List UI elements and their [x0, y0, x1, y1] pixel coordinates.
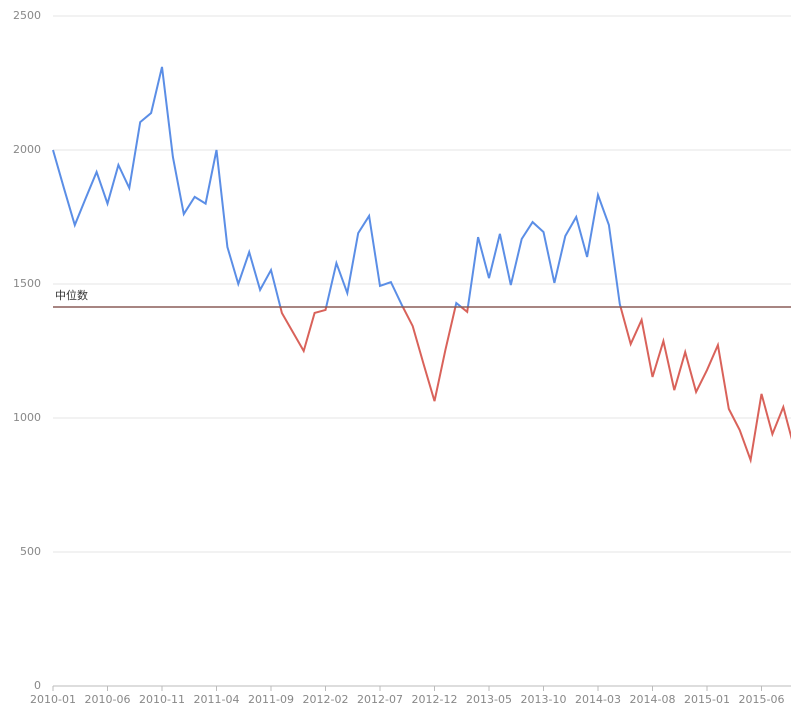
- x-tick-label: 2011-09: [248, 693, 294, 706]
- line-above-median: [52, 66, 622, 308]
- y-tick-label: 1500: [13, 277, 41, 290]
- x-tick-label: 2012-07: [357, 693, 403, 706]
- x-tick-label: 2014-03: [575, 693, 621, 706]
- x-tick-label: 2010-01: [30, 693, 76, 706]
- y-tick-label: 500: [20, 545, 41, 558]
- x-tick-label: 2012-02: [303, 693, 349, 706]
- line-below-median: [279, 307, 791, 465]
- plot-group: [52, 66, 791, 465]
- median-label: 中位数: [55, 288, 88, 302]
- x-tick-label: 2010-06: [85, 693, 131, 706]
- below: [279, 307, 791, 465]
- x-tick-label: 2010-11: [139, 693, 185, 706]
- x-tick-label: 2011-04: [194, 693, 240, 706]
- y-tick-label: 1000: [13, 411, 41, 424]
- y-tick-label: 2500: [13, 9, 41, 22]
- x-tick-label: 2013-10: [521, 693, 567, 706]
- y-tick-label: 2000: [13, 143, 41, 156]
- x-tick-label: 2012-12: [412, 693, 458, 706]
- x-tick-label: 2015-01: [684, 693, 730, 706]
- x-tick-label: 2013-05: [466, 693, 512, 706]
- x-tick-label: 2015-06: [739, 693, 785, 706]
- above: [52, 66, 622, 308]
- x-tick-label: 2014-08: [630, 693, 676, 706]
- y-tick-label: 0: [34, 679, 41, 692]
